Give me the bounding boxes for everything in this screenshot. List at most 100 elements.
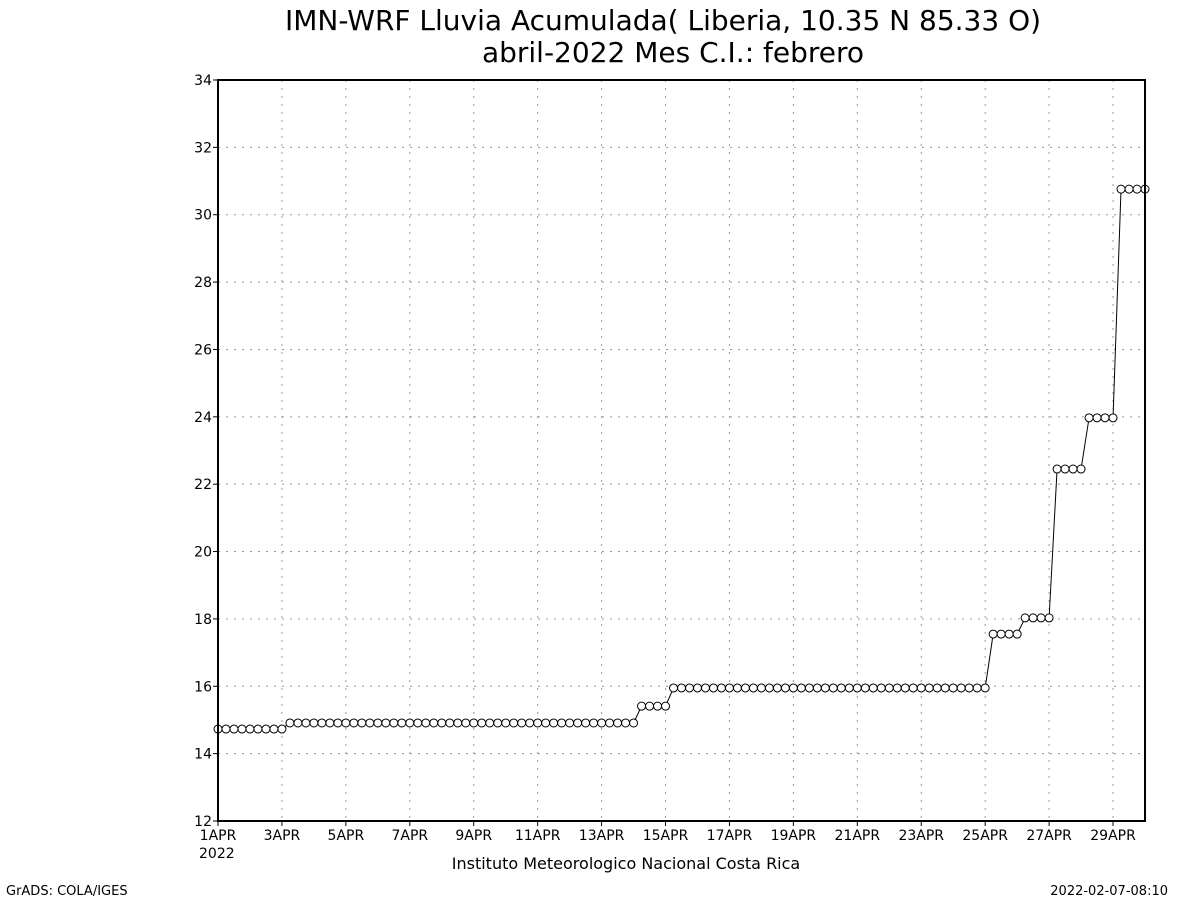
footer-left: GrADS: COLA/IGES [6, 884, 128, 899]
x-tick-label: 1APR [200, 828, 237, 844]
data-point [1116, 184, 1126, 194]
data-point [1076, 464, 1086, 474]
series [213, 184, 1150, 734]
data-point [684, 683, 694, 693]
footer-right: 2022-02-07-08:10 [1050, 884, 1168, 899]
data-point [1084, 413, 1094, 423]
x-tick-label: 27APR [1026, 828, 1072, 844]
x-tick-label: 29APR [1090, 828, 1136, 844]
y-tick-label: 12 [194, 814, 212, 830]
data-point [365, 718, 375, 728]
x-tick-label: 7APR [391, 828, 428, 844]
data-point [812, 683, 822, 693]
data-point [788, 683, 798, 693]
data-point [964, 683, 974, 693]
x-tick-label: 17APR [707, 828, 753, 844]
data-point [980, 683, 990, 693]
data-point [389, 718, 399, 728]
data-point [844, 683, 854, 693]
data-point [429, 718, 439, 728]
data-point [700, 683, 710, 693]
x-tick-label: 5APR [328, 828, 365, 844]
data-point [485, 718, 495, 728]
x-tick-label: 15APR [643, 828, 689, 844]
data-point [1108, 413, 1118, 423]
data-point [868, 683, 878, 693]
data-point [940, 683, 950, 693]
data-point [309, 718, 319, 728]
data-point [493, 718, 503, 728]
data-point [932, 683, 942, 693]
y-tick-label: 32 [194, 140, 212, 156]
data-point [988, 629, 998, 639]
data-point [1060, 464, 1070, 474]
data-point [1052, 464, 1062, 474]
data-point [269, 724, 279, 734]
data-point [748, 683, 758, 693]
data-point [956, 683, 966, 693]
x-tick-label: 11APR [515, 828, 561, 844]
data-point [397, 718, 407, 728]
data-point [661, 701, 671, 711]
data-point [325, 718, 335, 728]
x-tick-label: 21APR [835, 828, 881, 844]
data-point [357, 718, 367, 728]
data-point [557, 718, 567, 728]
x-tick-label: 23APR [898, 828, 944, 844]
credit: Instituto Meteorologico Nacional Costa R… [452, 854, 800, 873]
data-point [716, 683, 726, 693]
data-point [1036, 613, 1046, 623]
data-point [589, 718, 599, 728]
y-tick-label: 18 [194, 612, 212, 628]
data-point [908, 683, 918, 693]
data-point [996, 629, 1006, 639]
plot-frame [217, 79, 1146, 822]
data-point [836, 683, 846, 693]
data-point [333, 718, 343, 728]
data-point [796, 683, 806, 693]
data-point [780, 683, 790, 693]
y-tick-label: 30 [194, 208, 212, 224]
data-point [517, 718, 527, 728]
y-tick-label: 22 [194, 477, 212, 493]
data-point [581, 718, 591, 728]
data-point [677, 683, 686, 693]
data-point [621, 718, 631, 728]
data-point [1020, 613, 1030, 623]
data-point [1044, 613, 1054, 623]
data-point [541, 718, 551, 728]
data-point [421, 718, 431, 728]
y-tick-label: 20 [194, 545, 212, 561]
data-point [349, 718, 359, 728]
data-point [948, 683, 958, 693]
data-point [1004, 629, 1014, 639]
data-point [669, 683, 679, 693]
data-point [573, 718, 583, 728]
data-point [900, 683, 910, 693]
data-point [469, 718, 479, 728]
data-point [373, 718, 383, 728]
grid [213, 79, 1145, 826]
data-point [916, 683, 926, 693]
data-point [828, 683, 838, 693]
data-point [413, 718, 423, 728]
data-point [565, 718, 575, 728]
data-point [533, 718, 543, 728]
y-tick-label: 28 [194, 275, 212, 291]
data-point [892, 683, 902, 693]
data-point [477, 718, 487, 728]
data-point [876, 683, 886, 693]
data-point [629, 718, 639, 728]
data-point [237, 724, 247, 734]
data-point [245, 724, 255, 734]
data-point [445, 718, 455, 728]
data-point [860, 683, 870, 693]
data-point [341, 718, 351, 728]
x-tick-label: 3APR [264, 828, 301, 844]
data-point [1100, 413, 1110, 423]
data-point [277, 724, 287, 734]
y-tick-label: 34 [194, 73, 212, 89]
data-point [820, 683, 830, 693]
data-point [756, 683, 766, 693]
